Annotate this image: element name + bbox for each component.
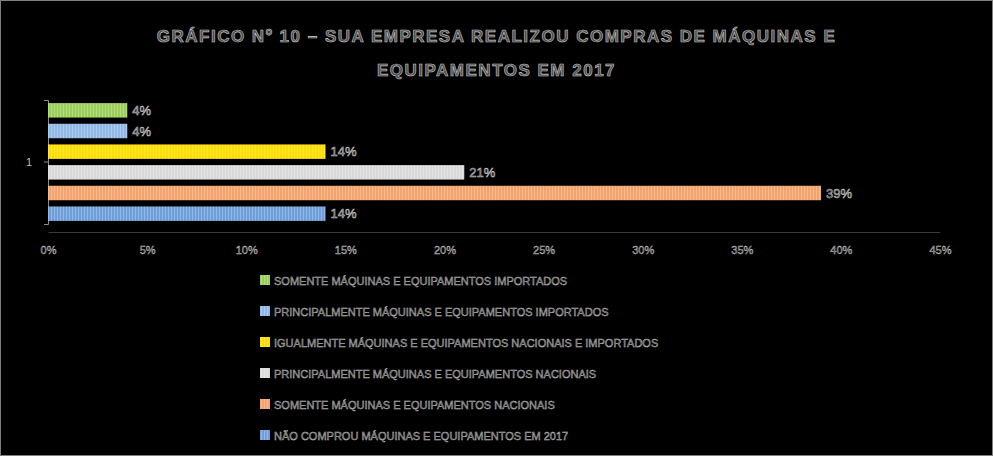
data-label: 39% bbox=[826, 186, 852, 201]
x-tick: 0% bbox=[41, 232, 57, 256]
x-tick-label: 15% bbox=[335, 244, 357, 256]
legend-swatch bbox=[260, 368, 270, 378]
legend-item: SOMENTE MÁQUINAS E EQUIPAMENTOS IMPORTAD… bbox=[260, 275, 567, 287]
legend-item: NÃO COMPROU MÁQUINAS E EQUIPAMENTOS EM 2… bbox=[260, 430, 568, 442]
legend-item: PRINCIPALMENTE MÁQUINAS E EQUIPAMENTOS N… bbox=[260, 368, 596, 380]
legend-label: PRINCIPALMENTE MÁQUINAS E EQUIPAMENTOS N… bbox=[274, 368, 596, 380]
x-tick-label: 20% bbox=[434, 244, 456, 256]
legend-item: IGUALMENTE MÁQUINAS E EQUIPAMENTOS NACIO… bbox=[260, 337, 658, 349]
data-label: 14% bbox=[331, 144, 357, 159]
legend-label: SOMENTE MÁQUINAS E EQUIPAMENTOS NACIONAI… bbox=[274, 399, 555, 411]
x-tick: 45% bbox=[929, 232, 951, 256]
data-label: 4% bbox=[132, 124, 151, 139]
bar bbox=[48, 165, 464, 179]
x-tick-label: 35% bbox=[731, 244, 753, 256]
x-tick: 35% bbox=[731, 232, 753, 256]
y-tick-mark bbox=[44, 162, 48, 163]
legend-swatch bbox=[260, 337, 270, 347]
legend: SOMENTE MÁQUINAS E EQUIPAMENTOS IMPORTAD… bbox=[260, 275, 658, 442]
x-tick-label: 45% bbox=[929, 244, 951, 256]
x-tick: 20% bbox=[434, 232, 456, 256]
legend-swatch bbox=[260, 306, 270, 316]
background bbox=[1, 1, 993, 456]
legend-swatch bbox=[260, 430, 270, 440]
x-tick-label: 40% bbox=[830, 244, 852, 256]
legend-label: NÃO COMPROU MÁQUINAS E EQUIPAMENTOS EM 2… bbox=[274, 430, 568, 442]
legend-swatch bbox=[260, 275, 270, 285]
chart: GRÁFICO Nº 10 – SUA EMPRESA REALIZOU COM… bbox=[0, 0, 993, 456]
legend-label: IGUALMENTE MÁQUINAS E EQUIPAMENTOS NACIO… bbox=[274, 337, 658, 349]
y-axis: 1 bbox=[26, 101, 49, 225]
x-tick-label: 0% bbox=[41, 244, 57, 256]
x-tick: 25% bbox=[533, 232, 555, 256]
bar bbox=[48, 144, 326, 158]
legend-label: PRINCIPALMENTE MÁQUINAS E EQUIPAMENTOS I… bbox=[274, 306, 609, 318]
bar bbox=[48, 103, 127, 117]
y-axis-line bbox=[44, 101, 49, 225]
y-tick-label: 1 bbox=[26, 156, 32, 168]
x-axis: 0% 5% 10% 15% 20% 25% 30% 35% 40% 45% bbox=[41, 232, 952, 256]
bar bbox=[48, 206, 326, 220]
x-tick-label: 10% bbox=[236, 244, 258, 256]
legend-item: PRINCIPALMENTE MÁQUINAS E EQUIPAMENTOS I… bbox=[260, 306, 609, 318]
data-label: 14% bbox=[331, 206, 357, 221]
x-tick: 30% bbox=[632, 232, 654, 256]
x-tick-label: 5% bbox=[140, 244, 156, 256]
x-tick: 10% bbox=[236, 232, 258, 256]
x-axis-line bbox=[49, 232, 941, 233]
data-label: 21% bbox=[469, 165, 495, 180]
x-tick: 5% bbox=[140, 232, 156, 256]
legend-item: SOMENTE MÁQUINAS E EQUIPAMENTOS NACIONAI… bbox=[260, 399, 555, 411]
y-tick: 1 bbox=[26, 156, 48, 168]
x-tick-label: 30% bbox=[632, 244, 654, 256]
bar bbox=[48, 186, 821, 200]
data-label: 4% bbox=[132, 103, 151, 118]
legend-swatch bbox=[260, 399, 270, 409]
legend-label: SOMENTE MÁQUINAS E EQUIPAMENTOS IMPORTAD… bbox=[274, 275, 567, 287]
x-tick: 15% bbox=[335, 232, 357, 256]
x-tick: 40% bbox=[830, 232, 852, 256]
x-tick-label: 25% bbox=[533, 244, 555, 256]
bars bbox=[48, 103, 821, 221]
title: GRÁFICO Nº 10 – SUA EMPRESA REALIZOU COM… bbox=[157, 27, 836, 80]
data-labels: 4% 4% 14% 21% 39% 14% bbox=[132, 103, 852, 221]
bar bbox=[48, 124, 127, 138]
